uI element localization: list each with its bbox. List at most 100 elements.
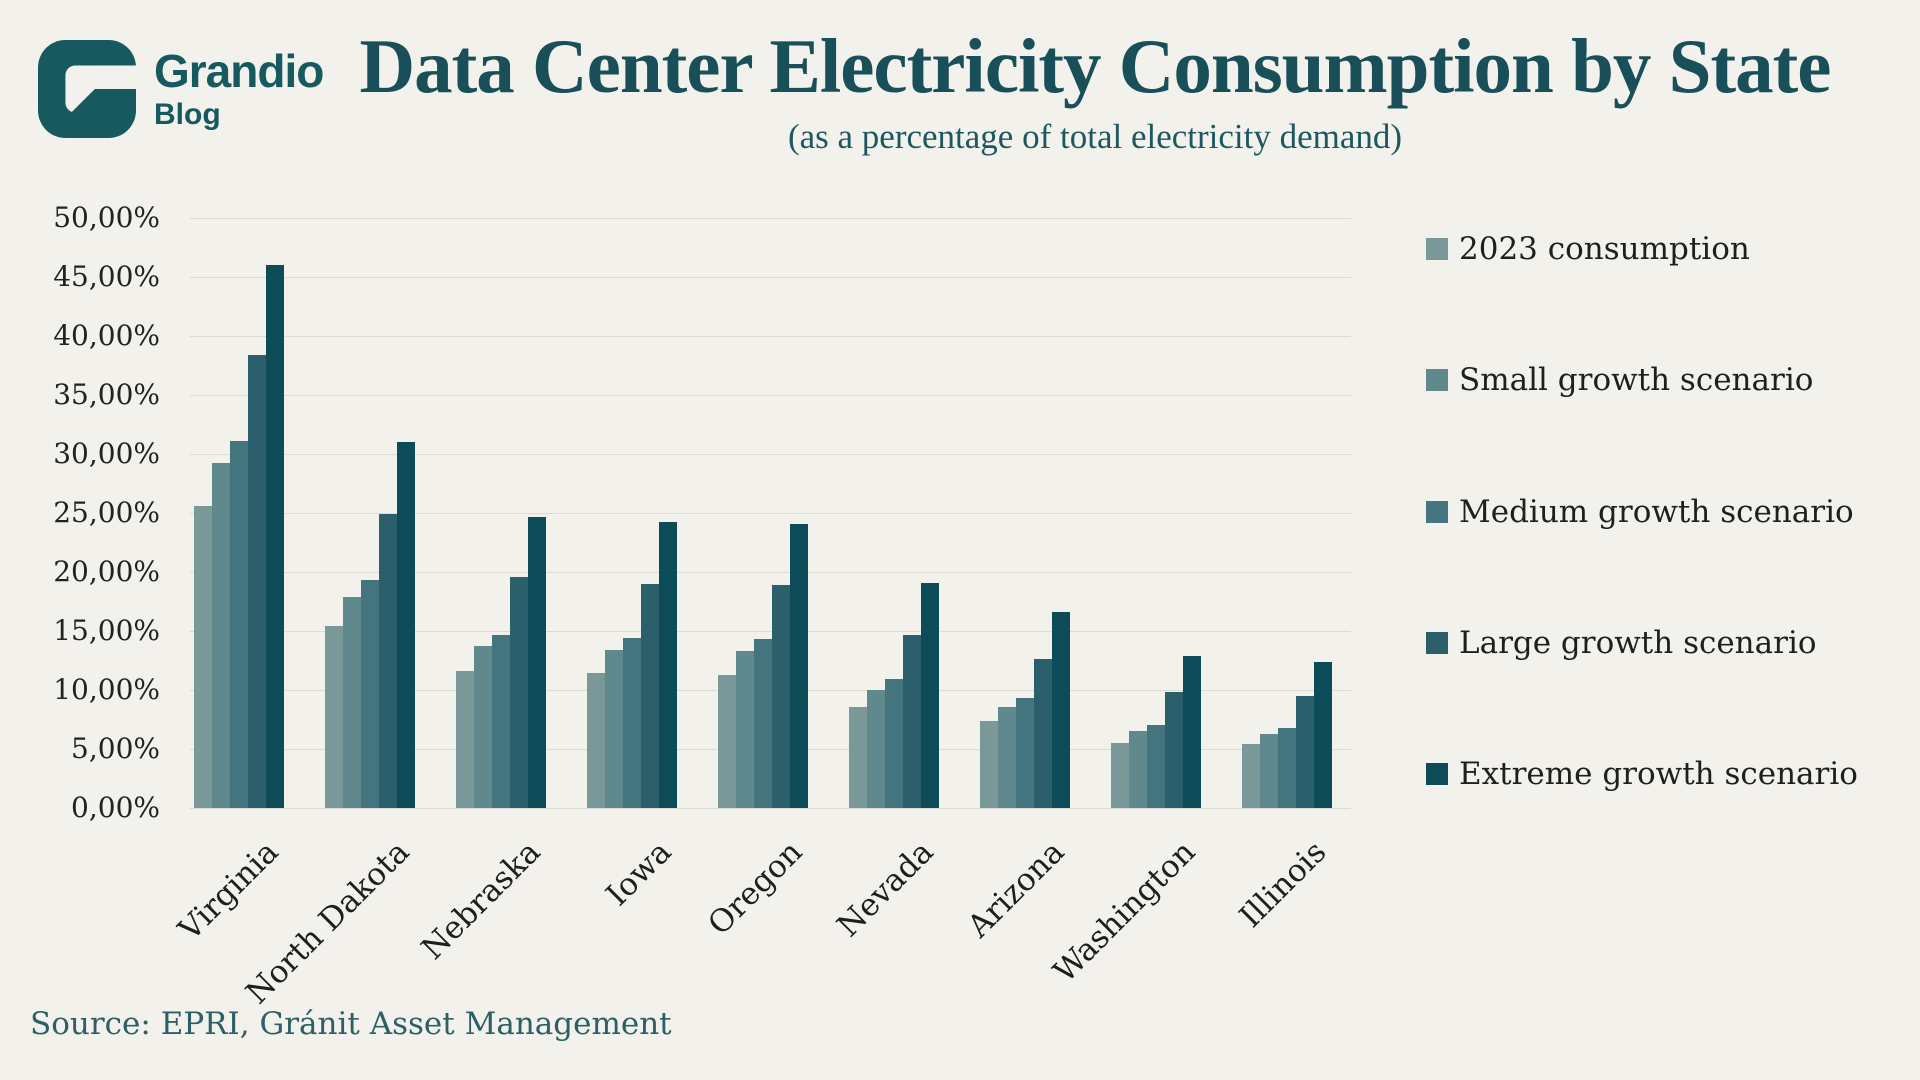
gridline <box>190 808 1351 809</box>
x-tick-label: Oregon <box>701 834 810 943</box>
legend-item: Small growth scenario <box>1426 362 1813 398</box>
bar-group-oregon <box>718 523 808 808</box>
bar <box>266 265 284 808</box>
bar <box>230 441 248 808</box>
bar <box>1278 727 1296 808</box>
bar <box>1165 692 1183 808</box>
legend-item: Extreme growth scenario <box>1426 756 1858 792</box>
bar <box>1242 744 1260 808</box>
gridline <box>190 454 1351 455</box>
gridline <box>190 336 1351 337</box>
bar <box>754 639 772 808</box>
source-note: Source: EPRI, Gránit Asset Management <box>30 1006 672 1042</box>
y-tick-label: 40,00% <box>53 319 160 352</box>
x-tick-label: Illinois <box>1232 834 1334 935</box>
legend-label: Extreme growth scenario <box>1459 756 1858 793</box>
legend-label: 2023 consumption <box>1459 231 1750 267</box>
bar <box>325 626 343 808</box>
bar-group-iowa <box>587 522 677 808</box>
brand-logo: Grandio Blog <box>38 40 324 138</box>
legend-label: Small growth scenario <box>1459 362 1814 399</box>
bar <box>641 583 659 808</box>
bar <box>605 649 623 808</box>
y-tick-label: 15,00% <box>53 614 160 647</box>
bar <box>885 679 903 808</box>
x-tick-label: Nebraska <box>414 834 548 967</box>
legend-label: Large growth scenario <box>1459 624 1817 661</box>
bar <box>474 646 492 808</box>
bar <box>1314 661 1332 808</box>
x-tick-label: Nevada <box>830 834 941 945</box>
legend-swatch-icon <box>1426 631 1448 654</box>
bar <box>903 634 921 808</box>
y-tick-label: 50,00% <box>53 201 160 234</box>
y-tick-label: 20,00% <box>53 555 160 588</box>
bar <box>1034 659 1052 808</box>
brand-subname: Blog <box>154 98 221 131</box>
bar <box>212 463 230 808</box>
gridline <box>190 277 1351 278</box>
legend-item: Large growth scenario <box>1426 625 1817 661</box>
bar-groups <box>190 218 1351 808</box>
bar <box>659 522 677 808</box>
legend-swatch-icon <box>1426 500 1448 523</box>
bar <box>1111 743 1129 808</box>
bar <box>772 584 790 808</box>
y-tick-label: 35,00% <box>53 378 160 411</box>
bar <box>790 523 808 808</box>
y-tick-label: 25,00% <box>53 496 160 529</box>
gridline <box>190 631 1351 632</box>
legend-label: Medium growth scenario <box>1459 493 1854 530</box>
bar <box>998 706 1016 808</box>
bar-group-nevada <box>849 582 939 808</box>
bar <box>587 673 605 808</box>
y-tick-label: 45,00% <box>53 260 160 293</box>
bar <box>867 690 885 808</box>
bar <box>623 638 641 808</box>
bar <box>1183 655 1201 808</box>
bar <box>980 720 998 808</box>
y-tick-label: 0,00% <box>71 791 160 824</box>
y-tick-label: 5,00% <box>71 732 160 765</box>
bar <box>849 706 867 808</box>
bar <box>379 514 397 808</box>
bar <box>718 674 736 808</box>
bar-group-illinois <box>1242 661 1332 808</box>
grandio-logo-icon <box>38 40 136 138</box>
bar <box>397 442 415 808</box>
bar <box>1260 733 1278 808</box>
bar <box>1129 731 1147 808</box>
legend-item: Medium growth scenario <box>1426 494 1854 530</box>
bar <box>921 582 939 808</box>
brand-name: Grandio <box>154 45 324 97</box>
legend-swatch-icon <box>1426 238 1448 260</box>
bar <box>510 576 528 808</box>
x-tick-label: Iowa <box>599 834 679 914</box>
legend-swatch-icon <box>1426 763 1448 786</box>
bar <box>343 596 361 808</box>
bar-group-nebraska <box>456 516 546 808</box>
bar <box>361 580 379 808</box>
bar <box>528 516 546 808</box>
legend-swatch-icon <box>1426 369 1448 392</box>
x-tick-label: Arizona <box>960 834 1072 945</box>
bar <box>248 354 266 808</box>
legend-item: 2023 consumption <box>1426 231 1750 267</box>
bar-group-north-dakota <box>325 442 415 808</box>
y-tick-label: 30,00% <box>53 437 160 470</box>
y-tick-label: 10,00% <box>53 673 160 706</box>
bar <box>492 634 510 808</box>
bar-group-washington <box>1111 655 1201 808</box>
page-title: Data Center Electricity Consumption by S… <box>359 23 1832 109</box>
bar-group-arizona <box>980 612 1070 808</box>
gridline <box>190 513 1351 514</box>
gridline <box>190 395 1351 396</box>
x-tick-label: Virginia <box>171 834 286 948</box>
bar <box>736 651 754 808</box>
bar <box>1052 612 1070 808</box>
bar <box>1147 725 1165 808</box>
bar <box>456 671 474 808</box>
gridline <box>190 218 1351 219</box>
plot-area: 50,00% 45,00% 40,00% 35,00% 30,00% 25,00% 20,0… <box>53 201 1351 1011</box>
